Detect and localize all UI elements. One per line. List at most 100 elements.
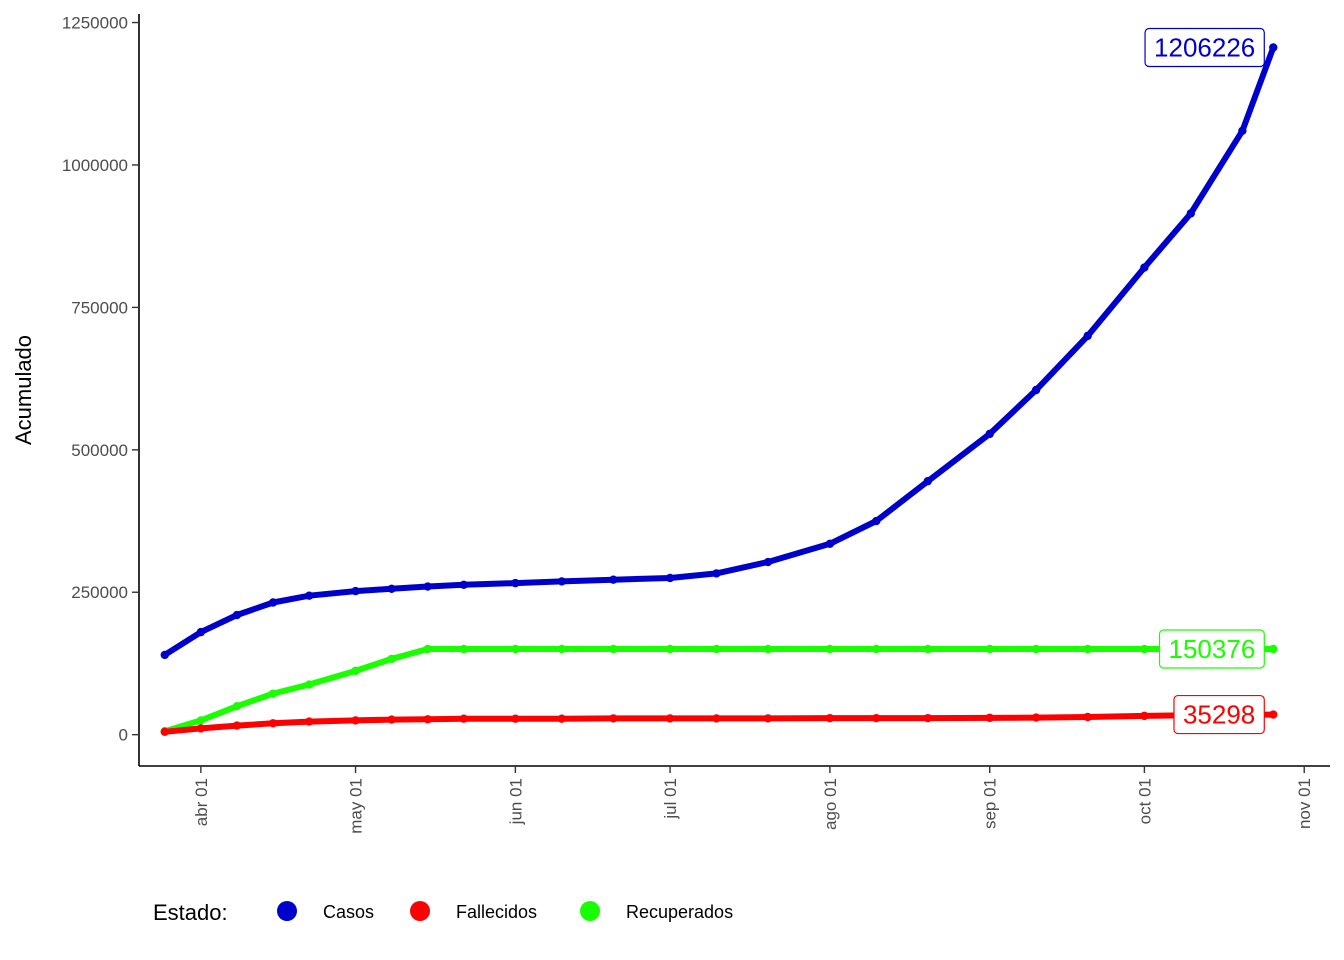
x-tick-label: may 01 [347,778,366,834]
data-point [459,580,469,590]
y-tick-label: 0 [119,726,128,745]
x-tick-label: ago 01 [821,778,840,830]
legend-key [410,901,430,921]
data-point [351,716,360,725]
data-point [609,575,618,584]
x-ticks: abr 01 may 01 jun 01 jul 01 ago 01 sep 01 oct … [192,766,1314,834]
data-point [1031,644,1041,654]
x-tick-label: jun 01 [506,778,525,825]
legend: Estado: Casos Fallecidos Recuperados [153,900,733,925]
data-point [557,714,566,723]
x-tick-label: jul 01 [661,778,680,820]
data-point [196,627,206,637]
data-point [196,716,206,725]
legend-items: Casos Fallecidos Recuperados [277,901,733,922]
end-label-casos: 1206226 [1144,27,1265,68]
y-tick-label: 1250000 [62,14,128,33]
data-point [423,715,432,724]
data-point [160,727,169,737]
data-point [304,717,314,726]
legend-item-recuperados: Recuperados [580,901,733,922]
data-point [825,539,835,549]
data-point [923,644,933,654]
data-point [763,644,773,654]
data-point [423,582,432,591]
data-point [232,610,242,620]
data-point [1031,385,1041,395]
data-point [609,644,618,654]
end-label-box [1158,629,1265,669]
data-point [1269,644,1278,654]
data-point [609,714,618,723]
data-point [268,598,278,607]
data-point [557,577,566,586]
data-point [459,714,469,723]
data-point [923,713,933,723]
data-point [872,516,881,526]
data-point [423,644,432,654]
data-point [511,644,520,654]
data-point [825,713,835,723]
legend-item-casos: Casos [277,901,374,922]
data-point [665,714,675,723]
data-point [351,586,360,596]
legend-item-fallecidos: Fallecidos [410,901,537,922]
data-point [1269,710,1278,719]
data-point [712,569,721,578]
data-point [665,644,675,654]
data-point [985,644,994,654]
data-point [387,654,396,664]
data-point [511,714,520,723]
data-point [1140,711,1149,721]
data-point [1083,331,1092,341]
data-point [268,689,278,698]
y-tick-label: 1000000 [62,156,128,175]
data-point [351,666,360,676]
data-point [1238,126,1247,135]
data-point [1140,644,1149,654]
series-casos [160,43,1278,660]
data-point [985,429,994,439]
data-point [459,644,469,654]
end-label-recuperados: 150376 [1158,629,1265,669]
data-point [712,644,721,654]
x-tick-label: oct 01 [1135,778,1154,824]
data-point [923,476,933,486]
legend-label: Fallecidos [456,902,537,922]
data-point [825,644,835,654]
x-tick-label: abr 01 [192,778,211,826]
x-tick-label: nov 01 [1295,778,1314,829]
end-label-box [1173,694,1265,735]
data-point [232,701,242,711]
data-point [268,719,278,728]
data-point [985,713,994,723]
data-point [557,644,566,654]
data-point [1186,209,1195,218]
data-point [1083,644,1092,654]
y-tick-label: 500000 [71,441,128,460]
data-point [196,724,206,733]
data-point [872,644,881,654]
data-point [304,591,314,600]
data-point [511,578,520,588]
data-point [160,650,169,660]
x-tick-label: sep 01 [981,778,1000,829]
data-point [1031,713,1041,722]
data-point [304,680,314,689]
legend-key [580,901,600,921]
end-label-value: 1206226 [1154,32,1255,62]
legend-title: Estado: [153,900,228,925]
y-tick-label: 250000 [71,583,128,602]
data-point [387,715,396,724]
data-point [1083,712,1092,722]
end-label-layer: 1206226 35298 150376 [1144,27,1265,735]
data-point [665,573,675,583]
legend-label: Recuperados [626,902,733,922]
end-label-box [1144,27,1265,68]
series-line [161,44,1277,658]
end-label-fallecidos: 35298 [1173,694,1265,735]
data-point [1269,43,1278,52]
y-axis-title: Acumulado [11,335,36,445]
end-label-value: 150376 [1169,634,1256,664]
